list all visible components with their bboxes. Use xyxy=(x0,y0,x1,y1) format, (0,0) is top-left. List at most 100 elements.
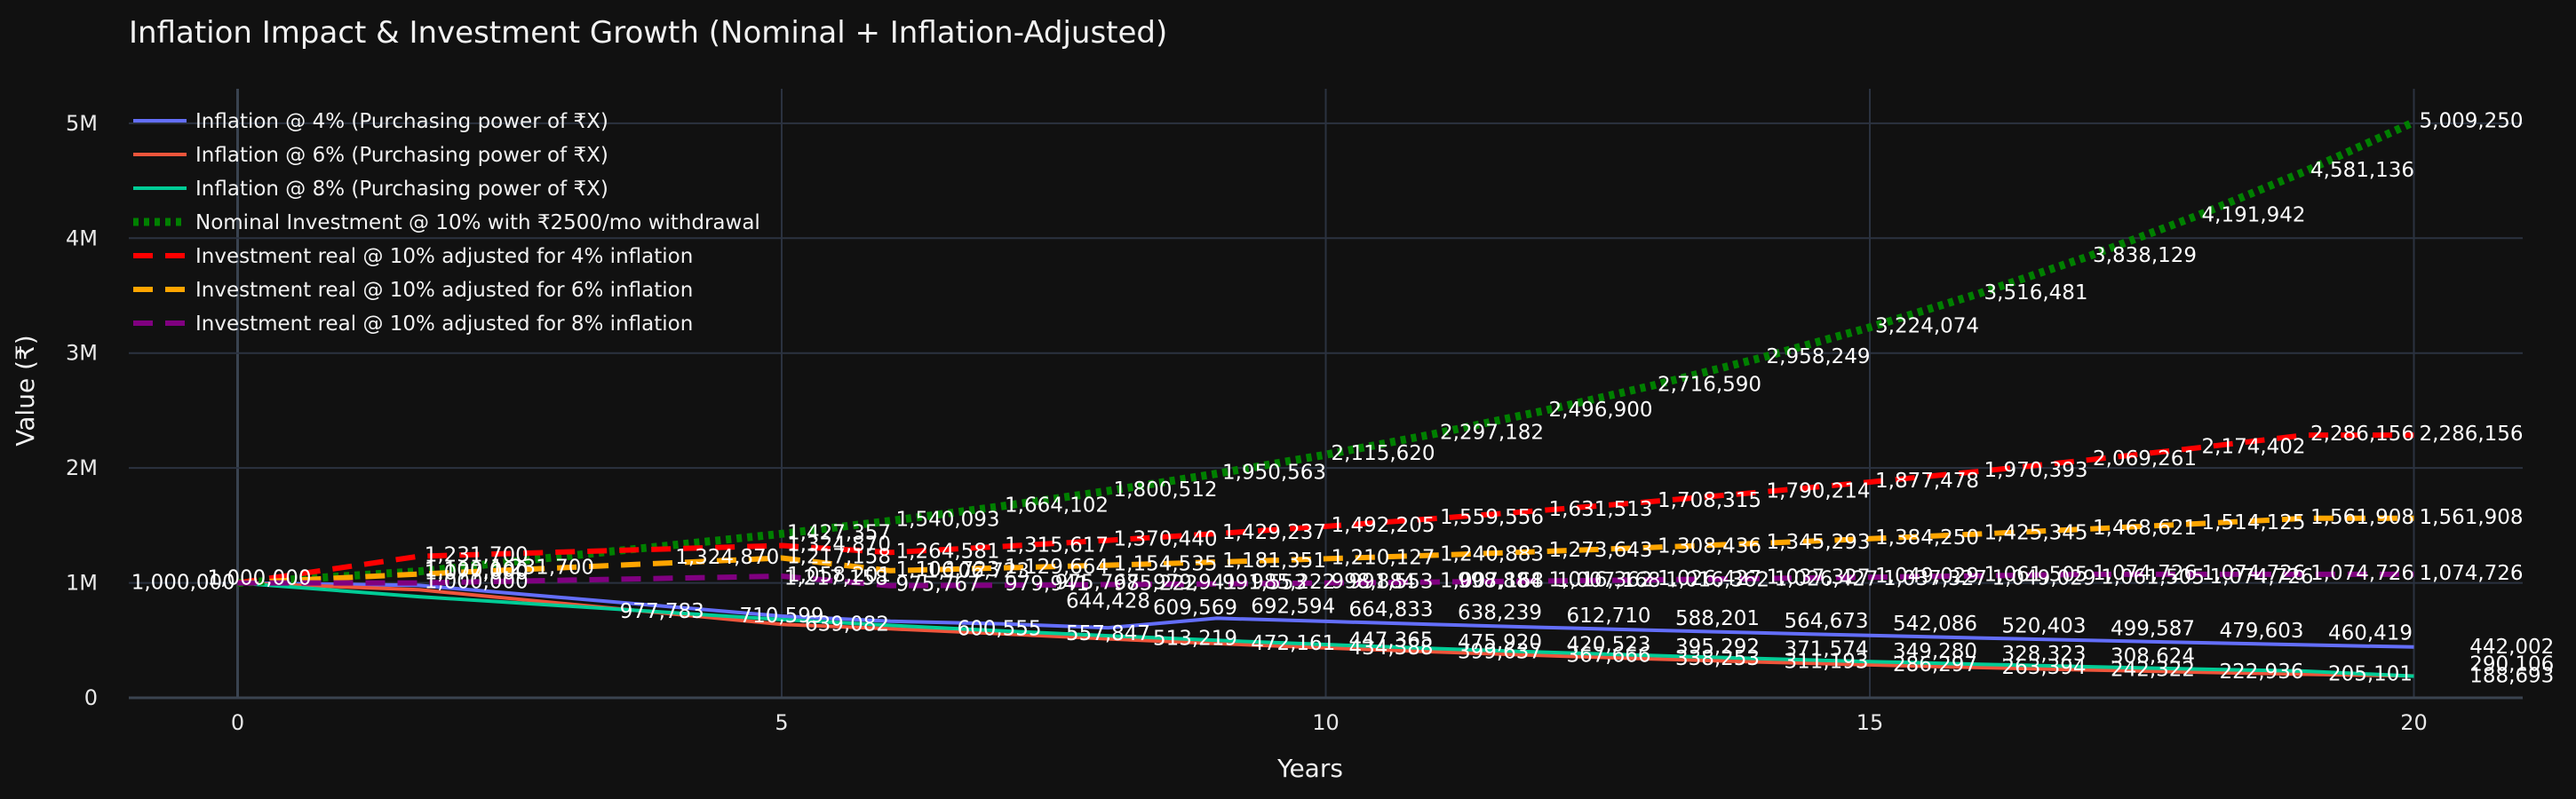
data-label: 1,074,726 xyxy=(2202,562,2306,585)
data-label: 1,000,000 xyxy=(425,571,529,594)
data-label: 1,429,237 xyxy=(1222,521,1326,544)
data-label: 2,069,261 xyxy=(2093,447,2197,471)
data-label: 1,129,664 xyxy=(1005,556,1109,579)
data-label: 979,941 xyxy=(1005,573,1089,596)
data-label: 1,074,726 xyxy=(2093,562,2197,585)
data-label: 1,000,000 xyxy=(207,566,311,589)
data-label: 1,061,505 xyxy=(2101,566,2205,589)
data-label: 1,007,168 xyxy=(1556,569,1660,592)
y-tick-label: 3M xyxy=(66,341,98,366)
data-label: 1,324,870 xyxy=(675,546,779,569)
data-label: 2,958,249 xyxy=(1767,345,1871,368)
series-line-2 xyxy=(237,581,2414,678)
data-label: 1,561,908 xyxy=(2310,506,2414,529)
tick-layer: 0 5 10 15 20 0 1M 2M 3M 4M 5M xyxy=(66,111,2428,735)
data-label: 371,574 xyxy=(1784,638,1868,661)
data-label: 1,106,723 xyxy=(896,558,1000,581)
series-line-5 xyxy=(237,432,2414,586)
data-label: 338,253 xyxy=(1675,647,1760,670)
data-label: 998,884 xyxy=(1458,570,1542,593)
data-label: 985,222 xyxy=(1114,572,1198,595)
data-label: 399,637 xyxy=(1458,640,1542,663)
data-label: 975,767 xyxy=(1055,572,1140,595)
data-label: 328,323 xyxy=(2001,643,2086,666)
legend-item-label: Inflation @ 4% (Purchasing power of ₹X) xyxy=(195,110,608,133)
data-label: 5,009,250 xyxy=(2420,110,2524,133)
legend-item-label: Inflation @ 6% (Purchasing power of ₹X) xyxy=(195,144,608,167)
data-label: 1,540,093 xyxy=(896,509,1000,532)
data-label: 612,710 xyxy=(1566,605,1650,628)
data-label: 600,555 xyxy=(957,617,1041,640)
y-tick-label: 0 xyxy=(84,685,98,710)
data-label: 1,790,214 xyxy=(1767,479,1871,502)
legend-item-label: Investment real @ 10% adjusted for 8% in… xyxy=(195,312,693,336)
data-label: 222,936 xyxy=(2219,661,2303,684)
data-label: 1,559,556 xyxy=(1440,506,1544,529)
data-label: 3,224,074 xyxy=(1875,315,1979,338)
y-tick-label: 2M xyxy=(66,455,98,480)
data-label: 499,587 xyxy=(2111,617,2195,640)
data-label: 644,428 xyxy=(1066,589,1150,613)
data-label: 1,181,351 xyxy=(1222,550,1326,573)
data-label: 638,239 xyxy=(1458,601,1542,624)
data-label: 1,007,168 xyxy=(1440,570,1544,593)
data-label: 588,201 xyxy=(1675,607,1760,630)
data-label: 692,594 xyxy=(1251,595,1335,618)
data-label: 3,516,481 xyxy=(1984,281,2088,305)
legend-item-label: Inflation @ 8% (Purchasing power of ₹X) xyxy=(195,178,608,201)
data-label: 4,191,942 xyxy=(2202,203,2306,226)
data-label: 2,115,620 xyxy=(1332,442,1435,465)
data-label: 664,833 xyxy=(1348,598,1433,621)
x-tick-label: 10 xyxy=(1312,710,1340,735)
data-label: 985,222 xyxy=(1251,571,1335,594)
data-label: 1,308,436 xyxy=(1658,535,1761,558)
x-tick-label: 20 xyxy=(2400,710,2428,735)
data-label: 1,345,293 xyxy=(1767,531,1871,554)
data-label: 2,174,402 xyxy=(2202,436,2306,459)
data-label: 564,673 xyxy=(1784,610,1868,633)
data-label: 479,603 xyxy=(2219,620,2303,643)
legend-item-label: Investment real @ 10% adjusted for 6% in… xyxy=(195,279,693,302)
data-label: 1,370,440 xyxy=(1114,528,1218,551)
data-label: 1,074,726 xyxy=(2420,562,2524,585)
y-tick-label: 5M xyxy=(66,111,98,136)
y-tick-label: 1M xyxy=(66,571,98,596)
data-label: 1,425,345 xyxy=(1984,522,2088,545)
data-label: 1,427,357 xyxy=(787,521,891,544)
data-label: 1,217,158 xyxy=(784,566,888,589)
data-label: 1,877,478 xyxy=(1875,470,1979,493)
data-label: 542,086 xyxy=(1893,613,1977,636)
data-label: 513,219 xyxy=(1153,628,1237,651)
label-layer: 1,100,000 1,427,3571,540,0931,664,1021,80… xyxy=(131,110,2555,688)
data-label: 472,161 xyxy=(1251,632,1335,655)
data-label: 1,950,563 xyxy=(1222,462,1326,485)
data-label: 1,231,700 xyxy=(425,544,529,567)
data-label: 1,049,029 xyxy=(1875,565,1979,588)
data-label: 998,884 xyxy=(1332,571,1416,594)
data-label: 1,468,621 xyxy=(2093,517,2197,540)
data-label: 1,074,726 xyxy=(2310,562,2414,585)
data-label: 3,838,129 xyxy=(2093,244,2197,267)
data-label: 977,783 xyxy=(620,600,704,623)
data-label: 1,106,723 xyxy=(926,560,1030,583)
data-label: 1,100,000 xyxy=(425,559,529,582)
data-label: 242,322 xyxy=(2111,659,2195,682)
data-label: 1,026,427 xyxy=(1658,567,1761,590)
x-tick-label: 5 xyxy=(775,710,788,735)
x-tick-label: 15 xyxy=(1856,710,1884,735)
series-layer xyxy=(237,118,2416,678)
data-label: 4,581,136 xyxy=(2310,159,2414,182)
data-label: 286,297 xyxy=(1893,653,1977,676)
data-label: 311,193 xyxy=(1784,651,1868,674)
data-label: 2,286,156 xyxy=(2420,423,2524,446)
data-label: 420,523 xyxy=(1566,633,1650,656)
data-label: 1,058,201 xyxy=(787,564,891,587)
data-label: 1,631,513 xyxy=(1549,498,1653,521)
data-label: 367,666 xyxy=(1566,644,1650,667)
data-label: 1,315,617 xyxy=(1005,534,1109,558)
x-tick-label: 0 xyxy=(231,710,244,735)
data-label: 205,101 xyxy=(2328,662,2413,685)
data-label: 1,061,505 xyxy=(1984,564,2088,587)
data-label: 975,767 xyxy=(896,574,981,597)
